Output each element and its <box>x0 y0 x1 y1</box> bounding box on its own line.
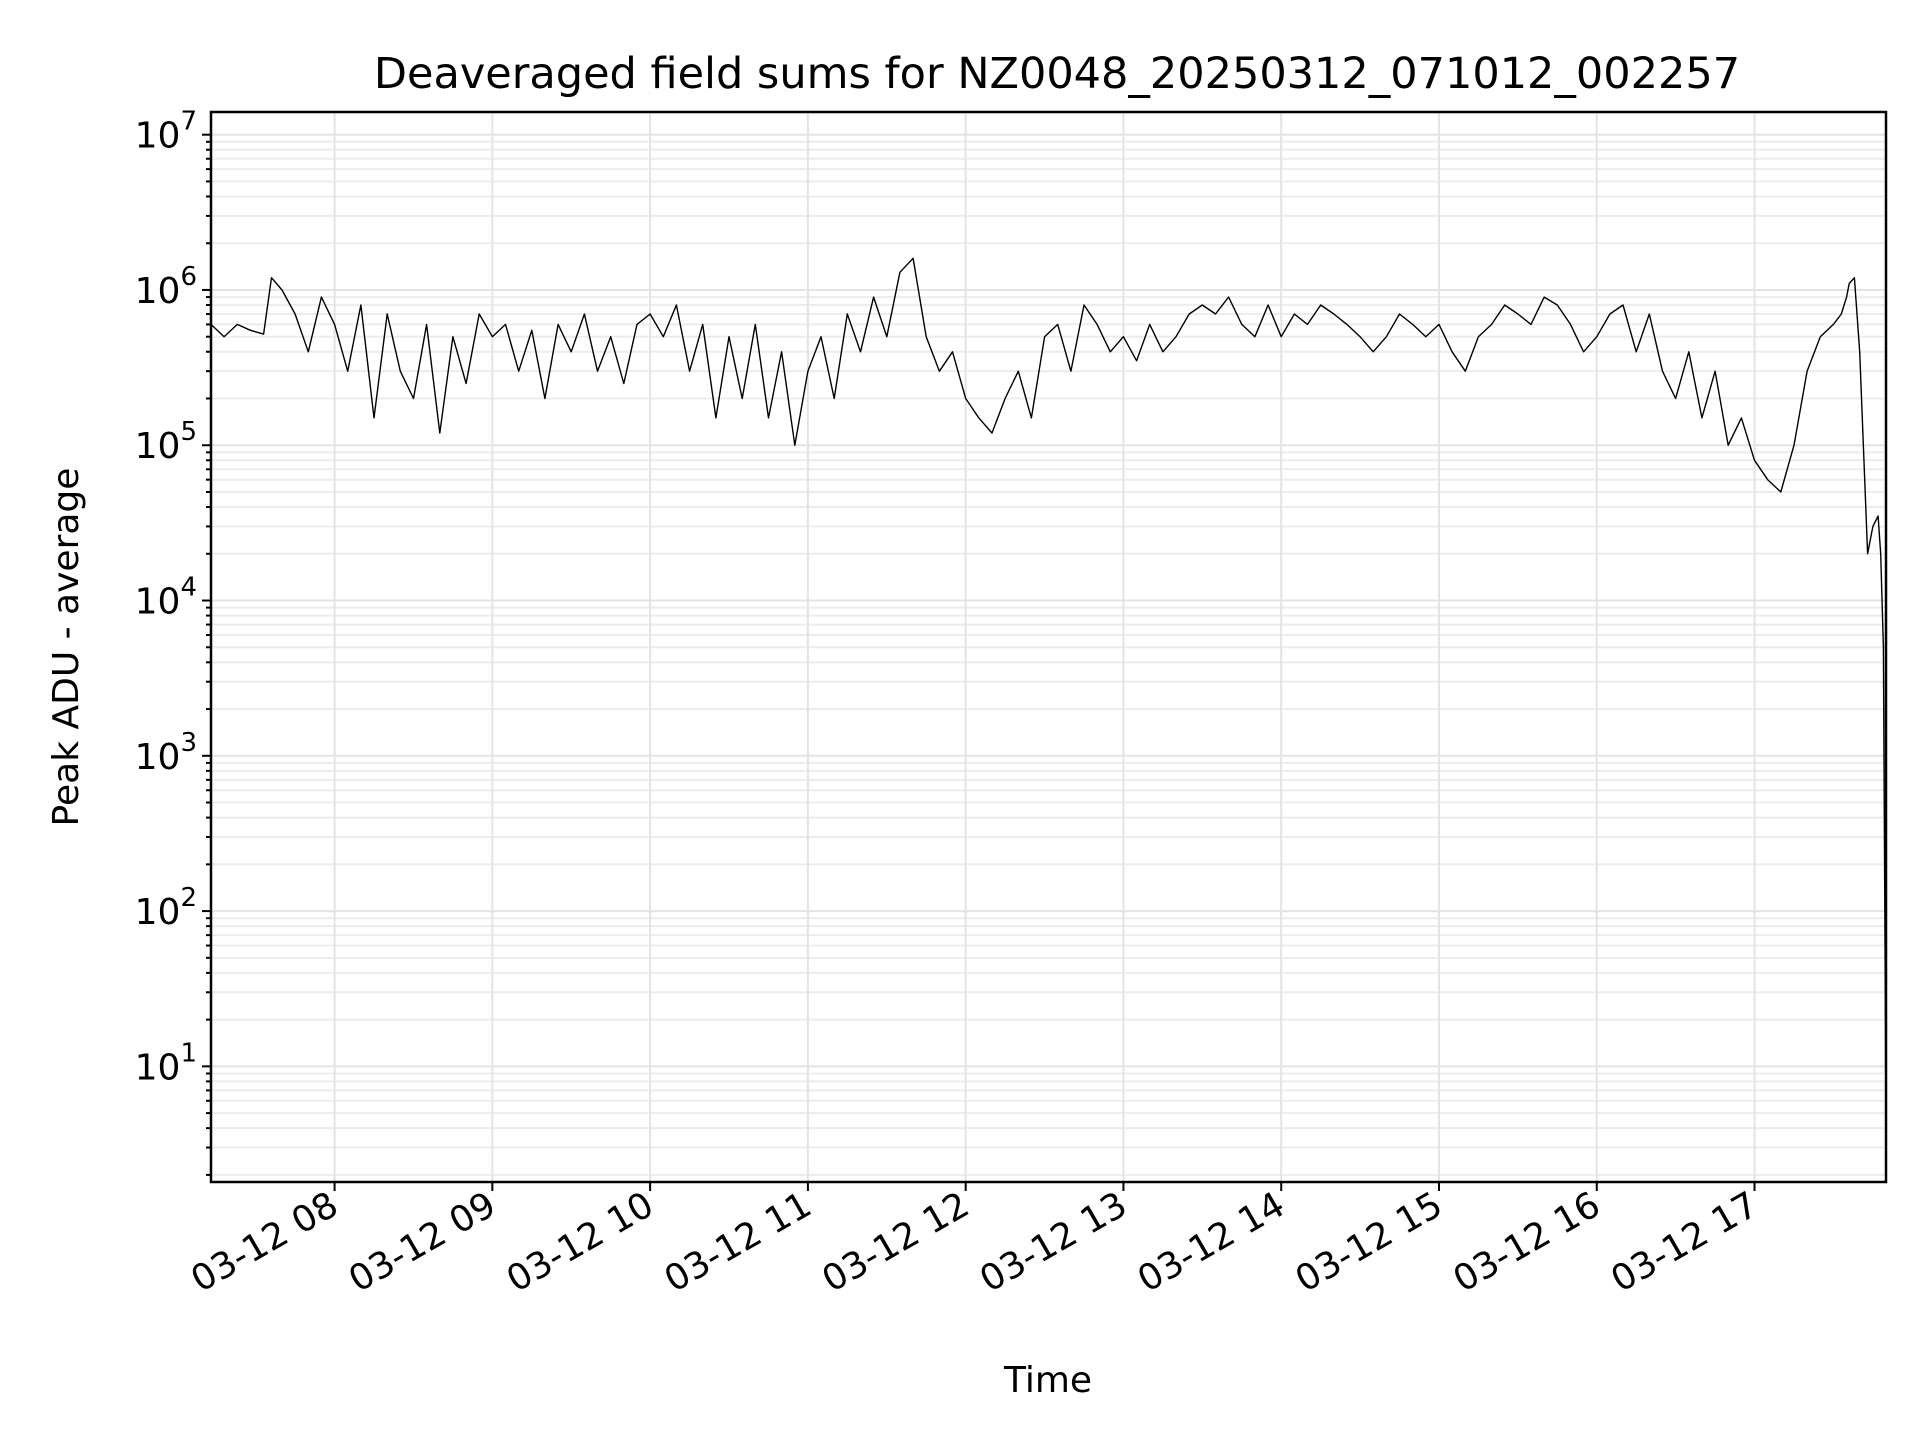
y-tick-label: 102 <box>135 883 197 933</box>
y-tick-label: 106 <box>135 262 197 312</box>
grid <box>211 112 1886 1182</box>
chart-title: Deaveraged field sums for NZ0048_2025031… <box>374 49 1740 99</box>
y-tick-label: 103 <box>135 728 197 778</box>
y-axis-label: Peak ADU - average <box>46 468 87 827</box>
x-tick-label: 03-12 11 <box>658 1184 819 1300</box>
y-tick-label: 105 <box>135 417 197 467</box>
x-tick-label: 03-12 12 <box>815 1184 976 1300</box>
x-tick-label: 03-12 13 <box>973 1184 1134 1300</box>
x-tick-label: 03-12 10 <box>500 1184 661 1300</box>
x-tick-label: 03-12 15 <box>1289 1184 1450 1300</box>
x-axis-label: Time <box>1003 1360 1092 1401</box>
x-tick-label: 03-12 17 <box>1604 1184 1765 1300</box>
series-line <box>210 257 1887 1129</box>
y-tick-label: 104 <box>135 573 197 623</box>
plot-area <box>210 257 1887 1129</box>
y-tick-label: 107 <box>135 107 197 157</box>
x-tick-label: 03-12 08 <box>184 1184 345 1300</box>
y-axis: 101 102 103 104 105 106 107 <box>135 107 211 1176</box>
x-tick-label: 03-12 16 <box>1447 1184 1608 1300</box>
x-tick-label: 03-12 14 <box>1131 1184 1292 1300</box>
x-tick-label: 03-12 09 <box>342 1184 503 1300</box>
y-tick-label: 101 <box>135 1038 197 1088</box>
